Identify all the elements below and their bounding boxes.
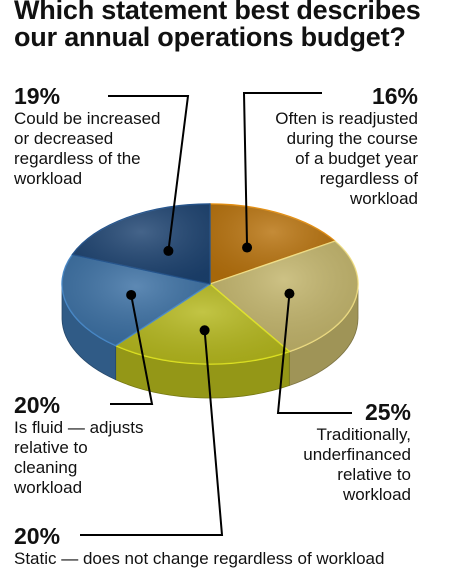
leader-dot <box>284 288 295 299</box>
leader-dot <box>242 242 253 253</box>
leader-line <box>110 294 154 405</box>
label-static: 20% Static — does not change regardless … <box>14 524 384 569</box>
label-often-readjusted: 16% Often is readjusted during the cours… <box>232 84 418 209</box>
pie-slice-highlight <box>210 241 358 352</box>
label-traditionally-underfinanced: 25% Traditionally, underfinanced relativ… <box>250 400 411 505</box>
leader-dot <box>126 289 137 300</box>
chart-title: Which statement best describes our annua… <box>14 0 421 52</box>
leader-line <box>80 330 224 536</box>
value-label: 20% <box>14 523 61 549</box>
leader-line <box>242 92 322 248</box>
leader-line <box>108 95 190 252</box>
leader-line <box>276 293 352 414</box>
label-is-fluid: 20% Is fluid — adjusts relative to clean… <box>14 393 143 498</box>
pie-slice-highlight <box>115 284 290 364</box>
slice-label: Static — does not change regardless of w… <box>14 549 385 568</box>
pie-slice-highlight <box>61 254 210 346</box>
slice-label: Is fluid — adjusts relative to cleaning … <box>14 418 144 497</box>
pie-slice-highlight <box>72 204 210 284</box>
slice-label: Could be increased or decreased regardle… <box>14 109 161 188</box>
value-label: 19% <box>14 83 61 109</box>
value-label: 25% <box>364 399 411 425</box>
value-label: 16% <box>371 83 418 109</box>
value-label: 20% <box>14 392 61 418</box>
label-could-be-increased: 19% Could be increased or decreased rega… <box>14 84 160 189</box>
pie-slice-highlight <box>210 204 335 284</box>
slice-label: Often is readjusted during the course of… <box>275 109 418 208</box>
leader-dot <box>199 325 210 336</box>
leader-dot <box>163 245 174 256</box>
slice-label: Traditionally, underfinanced relative to… <box>303 425 411 504</box>
